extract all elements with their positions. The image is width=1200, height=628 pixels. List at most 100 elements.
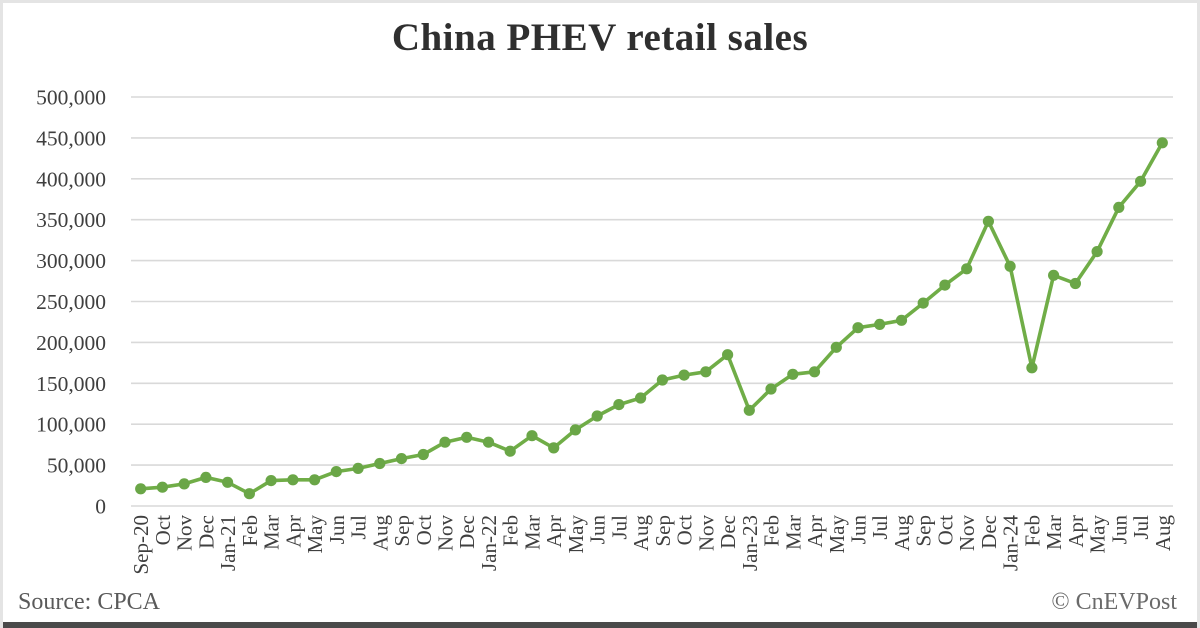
x-tick-label: Mar	[1042, 515, 1066, 550]
x-tick-label: Dec	[194, 515, 218, 549]
y-axis-tick-labels: 0 50,000 100,000 150,000 200,000 250,000 300,0…	[36, 86, 106, 519]
data-point	[874, 318, 886, 330]
x-tick-label: Jul	[868, 515, 892, 540]
data-point	[265, 475, 277, 487]
data-point	[548, 442, 560, 454]
data-point	[1156, 137, 1168, 149]
x-tick-label: May	[1086, 515, 1110, 554]
data-point	[982, 215, 995, 227]
data-point	[352, 462, 364, 474]
x-tick-label: Apr	[542, 515, 566, 548]
x-tick-label: May	[564, 515, 588, 554]
data-point	[1048, 269, 1060, 281]
x-tick-label: Feb	[760, 515, 784, 547]
x-tick-label: Feb	[238, 515, 262, 547]
x-tick-label: Nov	[434, 515, 458, 552]
data-point	[156, 481, 168, 493]
x-tick-label: Jan-22	[477, 515, 501, 571]
x-tick-label: Mar	[521, 515, 545, 550]
x-tick-label: Sep	[651, 515, 675, 547]
data-point	[656, 374, 669, 386]
x-tick-label: Oct	[933, 515, 957, 545]
data-point	[635, 392, 647, 404]
x-tick-label: Sep-20	[129, 515, 153, 575]
data-point	[787, 368, 799, 380]
x-tick-label: Jan-24	[999, 515, 1023, 571]
data-point	[222, 476, 234, 488]
data-point	[1004, 260, 1016, 272]
gridlines	[131, 96, 1173, 507]
x-tick-label: Nov	[955, 515, 979, 552]
data-points	[135, 137, 1168, 500]
data-point	[939, 279, 951, 291]
x-tick-label: Jul	[1129, 515, 1153, 540]
data-point	[1069, 277, 1081, 290]
y-tick-label: 150,000	[36, 372, 106, 396]
data-point	[917, 297, 929, 309]
x-tick-label: Aug	[1151, 515, 1175, 552]
x-tick-label: Jun	[586, 515, 610, 545]
data-point	[895, 314, 908, 326]
data-point	[808, 366, 821, 378]
data-point	[722, 349, 734, 361]
x-tick-label: Dec	[455, 515, 479, 549]
data-point	[374, 457, 386, 470]
y-tick-label: 400,000	[36, 167, 106, 191]
x-tick-label: Sep	[390, 515, 414, 547]
x-tick-label: Jan-21	[216, 515, 240, 571]
x-tick-label: Jun	[1107, 515, 1131, 545]
data-point	[1135, 175, 1147, 187]
data-point	[439, 436, 451, 448]
x-tick-label: Dec	[716, 515, 740, 549]
x-axis-tick-labels: Sep-20OctNovDecJan-21FebMarAprMayJunJulA…	[129, 515, 1175, 575]
source-label: Source: CPCA	[18, 589, 161, 615]
x-tick-label: Jun	[847, 515, 871, 545]
x-tick-label: Feb	[499, 515, 523, 547]
data-point	[678, 369, 690, 381]
x-tick-label: Nov	[173, 515, 197, 552]
y-tick-label: 100,000	[36, 413, 106, 437]
phev-retail-sales-line-chart: 0 50,000 100,000 150,000 200,000 250,000 300,0…	[36, 86, 1175, 575]
data-point	[1091, 246, 1103, 258]
x-tick-label: Oct	[151, 515, 175, 545]
x-tick-label: Dec	[977, 515, 1001, 549]
y-tick-label: 350,000	[36, 208, 106, 232]
data-point	[1026, 362, 1038, 374]
x-tick-label: Feb	[1020, 515, 1044, 547]
x-tick-label: May	[825, 515, 849, 554]
x-tick-label: Aug	[368, 515, 392, 552]
y-tick-label: 250,000	[36, 290, 106, 314]
data-point	[135, 483, 147, 495]
y-tick-label: 50,000	[47, 454, 106, 478]
data-point	[200, 471, 212, 483]
data-point	[243, 488, 255, 500]
x-tick-label: Sep	[912, 515, 936, 547]
copyright-label: © CnEVPost	[1051, 589, 1177, 615]
x-tick-label: Aug	[629, 515, 653, 552]
data-point	[178, 478, 190, 490]
y-tick-label: 450,000	[36, 126, 106, 150]
data-point	[569, 424, 582, 436]
x-tick-label: May	[303, 515, 327, 554]
x-tick-label: Mar	[260, 515, 284, 550]
x-tick-label: Oct	[412, 515, 436, 545]
x-tick-label: Apr	[803, 515, 827, 548]
x-tick-label: Nov	[694, 515, 718, 552]
data-point	[461, 431, 473, 443]
data-point	[1113, 201, 1125, 213]
chart-title: China PHEV retail sales	[391, 16, 809, 59]
y-tick-label: 300,000	[36, 249, 106, 273]
y-tick-label: 200,000	[36, 331, 106, 355]
data-point	[613, 399, 625, 411]
data-point	[504, 445, 516, 457]
x-tick-label: Apr	[1064, 515, 1088, 548]
x-tick-label: Mar	[781, 515, 805, 550]
x-tick-label: Jan-23	[738, 515, 762, 571]
data-point	[330, 466, 342, 478]
data-point	[526, 430, 538, 442]
data-point	[417, 448, 429, 461]
x-tick-label: Oct	[673, 515, 697, 545]
data-point	[852, 322, 864, 334]
x-tick-label: Apr	[281, 515, 305, 548]
